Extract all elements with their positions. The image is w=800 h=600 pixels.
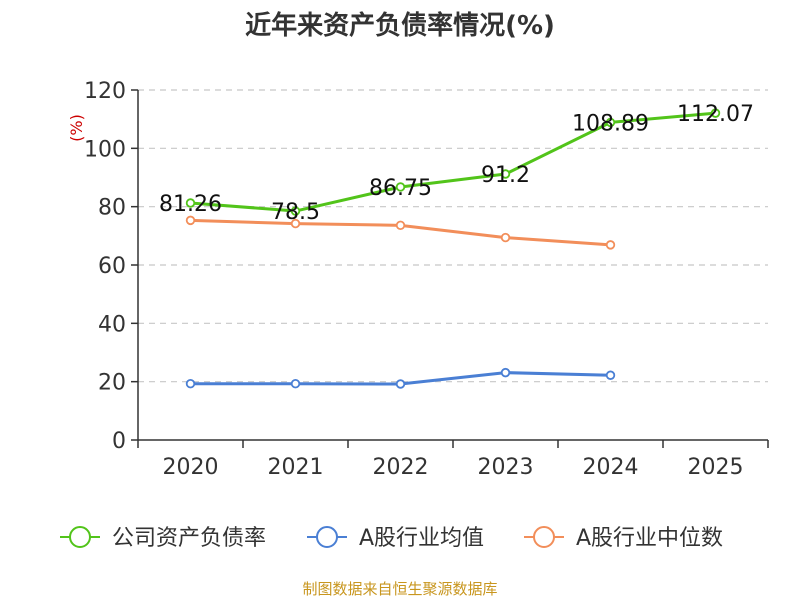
data-point <box>290 206 301 216</box>
x-tick-label: 2023 <box>478 455 534 480</box>
legend-label: 公司资产负债率 <box>112 526 266 551</box>
legend-marker-icon <box>316 526 338 548</box>
data-point <box>185 198 196 208</box>
data-point <box>710 108 721 118</box>
x-tick-label: 2022 <box>373 455 429 480</box>
data-point <box>185 215 196 226</box>
data-point <box>605 240 616 250</box>
data-point <box>185 379 196 389</box>
legend-marker-icon <box>69 526 91 548</box>
chart-title: 近年来资产负债率情况(%) <box>245 10 555 41</box>
data-point <box>290 379 301 389</box>
legend-label: A股行业中位数 <box>576 526 723 551</box>
data-label: 86.75 <box>369 176 432 201</box>
legend-label: A股行业均值 <box>359 526 484 551</box>
data-point <box>605 117 616 128</box>
data-point <box>500 367 511 378</box>
data-point <box>395 379 406 389</box>
data-point <box>500 232 511 243</box>
y-tick-label: 60 <box>98 254 126 279</box>
data-label: 91.2 <box>481 163 530 188</box>
source-note: 制图数据来自恒生聚源数据库 <box>302 580 497 598</box>
data-point <box>500 169 511 179</box>
y-tick-label: 20 <box>98 371 126 396</box>
data-point <box>290 218 301 229</box>
data-label: 108.89 <box>572 111 649 136</box>
data-point <box>395 182 406 192</box>
data-label: 81.26 <box>159 192 222 217</box>
data-point <box>605 370 616 380</box>
x-tick-label: 2025 <box>688 455 744 480</box>
data-label: 112.07 <box>677 102 754 127</box>
y-tick-label: 100 <box>84 137 126 162</box>
y-axis-label: (%) <box>67 114 86 142</box>
data-label: 78.5 <box>271 200 320 225</box>
data-point <box>395 220 406 231</box>
y-tick-label: 120 <box>84 79 126 104</box>
x-tick-label: 2024 <box>583 455 639 480</box>
series-line <box>190 111 716 213</box>
y-tick-label: 0 <box>112 429 126 454</box>
x-tick-label: 2020 <box>163 455 219 480</box>
y-tick-label: 80 <box>98 196 126 221</box>
legend-marker-icon <box>533 526 555 548</box>
x-tick-label: 2021 <box>268 455 324 480</box>
y-tick-label: 40 <box>98 312 126 337</box>
